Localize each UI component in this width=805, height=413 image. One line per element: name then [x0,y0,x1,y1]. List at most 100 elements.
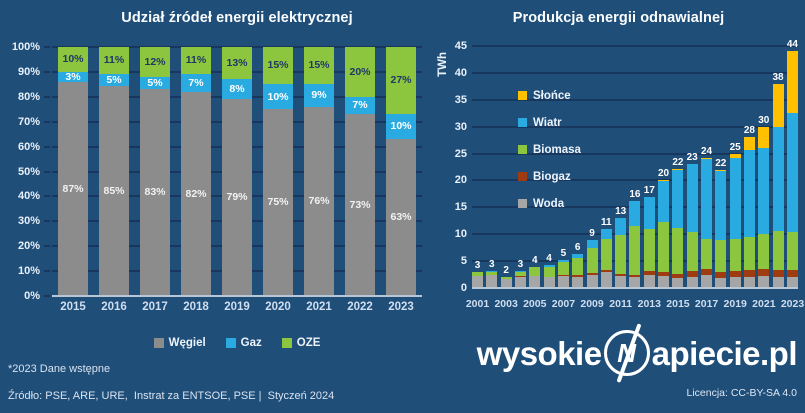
segment-value-label: 12% [144,55,166,68]
bar-2015: 22 [672,157,684,288]
segment-węgiel: 76% [304,106,334,296]
y-tick-label: 0 [460,282,467,294]
bar-total-label: 3 [474,259,481,271]
segment-woda [486,275,498,288]
x-tick-label: 2019 [224,301,250,313]
segment-biogaz [786,269,798,277]
x-tick-label: 2011 [609,298,633,310]
segment-woda [500,279,512,288]
y-tick-mark [44,170,50,173]
segment-biogaz [658,271,670,277]
segment-oze: 11% [181,46,211,75]
x-tick-label: 2013 [637,298,661,310]
bar-total-label: 17 [643,184,655,196]
y-tick-label: 10% [17,265,40,278]
segment-biomasa [629,225,641,275]
y-tick-label: 15 [454,201,467,214]
segment-biomasa [486,271,498,276]
bar-total-label: 2 [503,264,509,276]
segment-value-label: 5% [147,76,163,89]
bar-total-label: 24 [700,145,713,157]
segment-woda [772,277,784,288]
plot-area-renewable-production: 3 3 2 3 4 4 5 6 9 11 13 16 17 20 22 23 24 22 25 28 30 38 44 Sł… [472,39,798,289]
segment-biomasa [686,232,698,272]
segment-woda [586,275,598,288]
segment-value-label: 73% [349,198,371,211]
segment-węgiel: 63% [386,139,416,296]
bar-total-label: 6 [574,242,581,254]
segment-value-label: 8% [229,83,245,96]
segment-value-label: 82% [185,187,207,200]
y-tick-label: 0% [24,290,40,302]
y-tick-mark [44,95,50,98]
stacked-bars: 87% 3% 10% 85% 5% 11% 83% 5% 12% 82% 7% 11% 79% 8% 13%… [52,46,422,296]
segment-biogaz [529,275,541,277]
segment-value-label: 27% [390,74,412,87]
segment-biomasa [543,267,555,277]
segment-value-label: 79% [226,191,248,204]
segment-oze: 11% [99,47,129,75]
segment-węgiel: 83% [140,89,170,296]
bar-2019: 79% 8% 13% [222,47,252,296]
y-tick-label: 100% [11,41,40,53]
segment-woda [543,277,555,288]
x-axis-labels: 2015 2016 2017 2018 2019 2020 2021 2022 2023 [52,301,422,313]
segment-value-label: 13% [226,56,248,69]
y-tick-mark [44,295,50,297]
segment-value-label: 7% [352,99,368,112]
segment-biomasa [672,227,684,274]
y-tick-label: 60% [17,140,40,153]
segment-słońce [658,180,670,181]
segment-oze: 15% [263,47,293,85]
logo-circle [603,330,650,376]
y-tick-mark [44,220,50,223]
segment-value-label: 76% [308,195,330,208]
gridline [472,179,798,182]
bar-2018: 22 [715,158,726,288]
x-tick-label: 2023 [388,301,414,313]
bar-total-label: 3 [489,259,495,271]
y-tick-label: 30% [17,215,40,228]
legend-item-węgiel: Węgiel [153,337,206,349]
segment-wiatr [672,169,684,228]
bar-2013: 17 [644,185,655,288]
segment-słońce [758,126,770,148]
segment-biomasa [514,271,526,277]
segment-oze: 20% [345,47,375,97]
legend-label: Wiatr [533,116,562,129]
y-tick-label: 30 [454,120,467,133]
segment-słońce [772,83,784,128]
y-axis-labels: 0% 10% 20% 30% 40% 50% 60% 70% 80% 90% 100% [0,41,45,302]
bar-2005: 4 [529,255,541,288]
y-tick-label: 90% [17,65,40,78]
segment-value-label: 83% [144,186,166,199]
segment-biogaz [615,273,627,276]
segment-węgiel: 79% [222,99,252,296]
segment-węgiel: 82% [181,91,211,296]
logo-text-suffix: apiecie.pl [651,334,798,372]
segment-słońce [686,163,698,165]
segment-gaz: 5% [99,74,129,87]
segment-woda [743,276,755,288]
y-tick-mark [44,270,50,273]
legend-swatch [518,199,527,208]
bar-total-label: 3 [517,259,524,271]
logo-wysokienapiecie: wysokie N apiecie.pl [477,323,798,383]
bar-2007: 5 [557,248,569,288]
segment-biogaz [772,270,784,278]
x-tick-label: 2017 [694,298,719,310]
bar-2003: 2 [500,265,512,288]
legend-label: OZE [296,337,321,349]
segment-słońce [729,154,741,158]
segment-biogaz [557,274,569,276]
y-tick-label: 40 [454,66,467,79]
segment-biogaz [743,270,755,277]
bar-total-label: 28 [743,125,755,137]
segment-wiatr [529,266,541,268]
bar-2017: 24 [701,146,712,288]
bar-total-label: 38 [772,71,784,83]
segment-biomasa [658,222,670,272]
segment-value-label: 9% [311,89,327,102]
segment-gaz: 10% [263,84,293,110]
x-tick-label: 2007 [551,298,576,310]
